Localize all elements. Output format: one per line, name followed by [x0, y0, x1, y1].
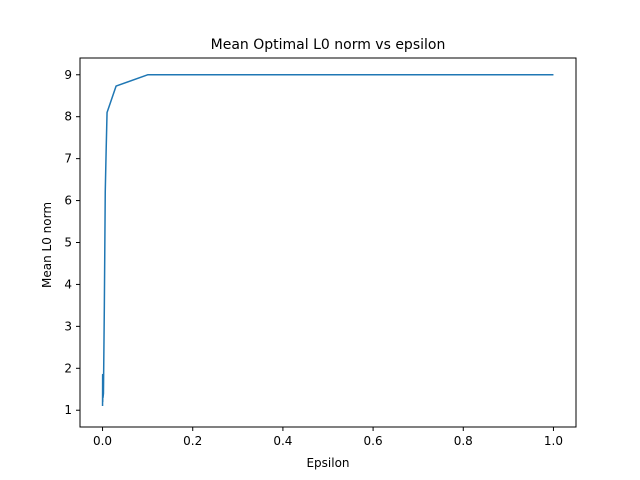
y-tick-label: 6 — [64, 194, 72, 208]
y-tick-label: 7 — [64, 152, 72, 166]
series-line-0 — [101, 74, 554, 407]
x-tick-label: 0.6 — [364, 434, 383, 448]
y-axis-title: Mean L0 norm — [40, 202, 54, 288]
y-tick-label: 2 — [64, 361, 72, 375]
chart-title: Mean Optimal L0 norm vs epsilon — [211, 37, 446, 53]
x-axis-title: Epsilon — [306, 456, 349, 470]
y-tick-label: 3 — [64, 319, 72, 333]
y-tick-label: 4 — [64, 277, 72, 291]
y-tick-label: 5 — [64, 236, 72, 250]
y-tick-label: 1 — [64, 403, 72, 417]
plot-area: 0.0 0.2 0.4 0.6 0.8 1.0 1 2 3 4 5 6 7 8 9 — [64, 57, 577, 448]
y-tick-label: 8 — [64, 110, 72, 124]
x-tick-label: 1.0 — [544, 434, 563, 448]
x-tick-label: 0.2 — [183, 434, 202, 448]
x-tick-label: 0.8 — [454, 434, 473, 448]
axes-frame — [79, 57, 577, 428]
x-tick-label: 0.4 — [273, 434, 292, 448]
y-tick-label: 9 — [64, 68, 72, 82]
x-tick-label: 0.0 — [93, 434, 112, 448]
